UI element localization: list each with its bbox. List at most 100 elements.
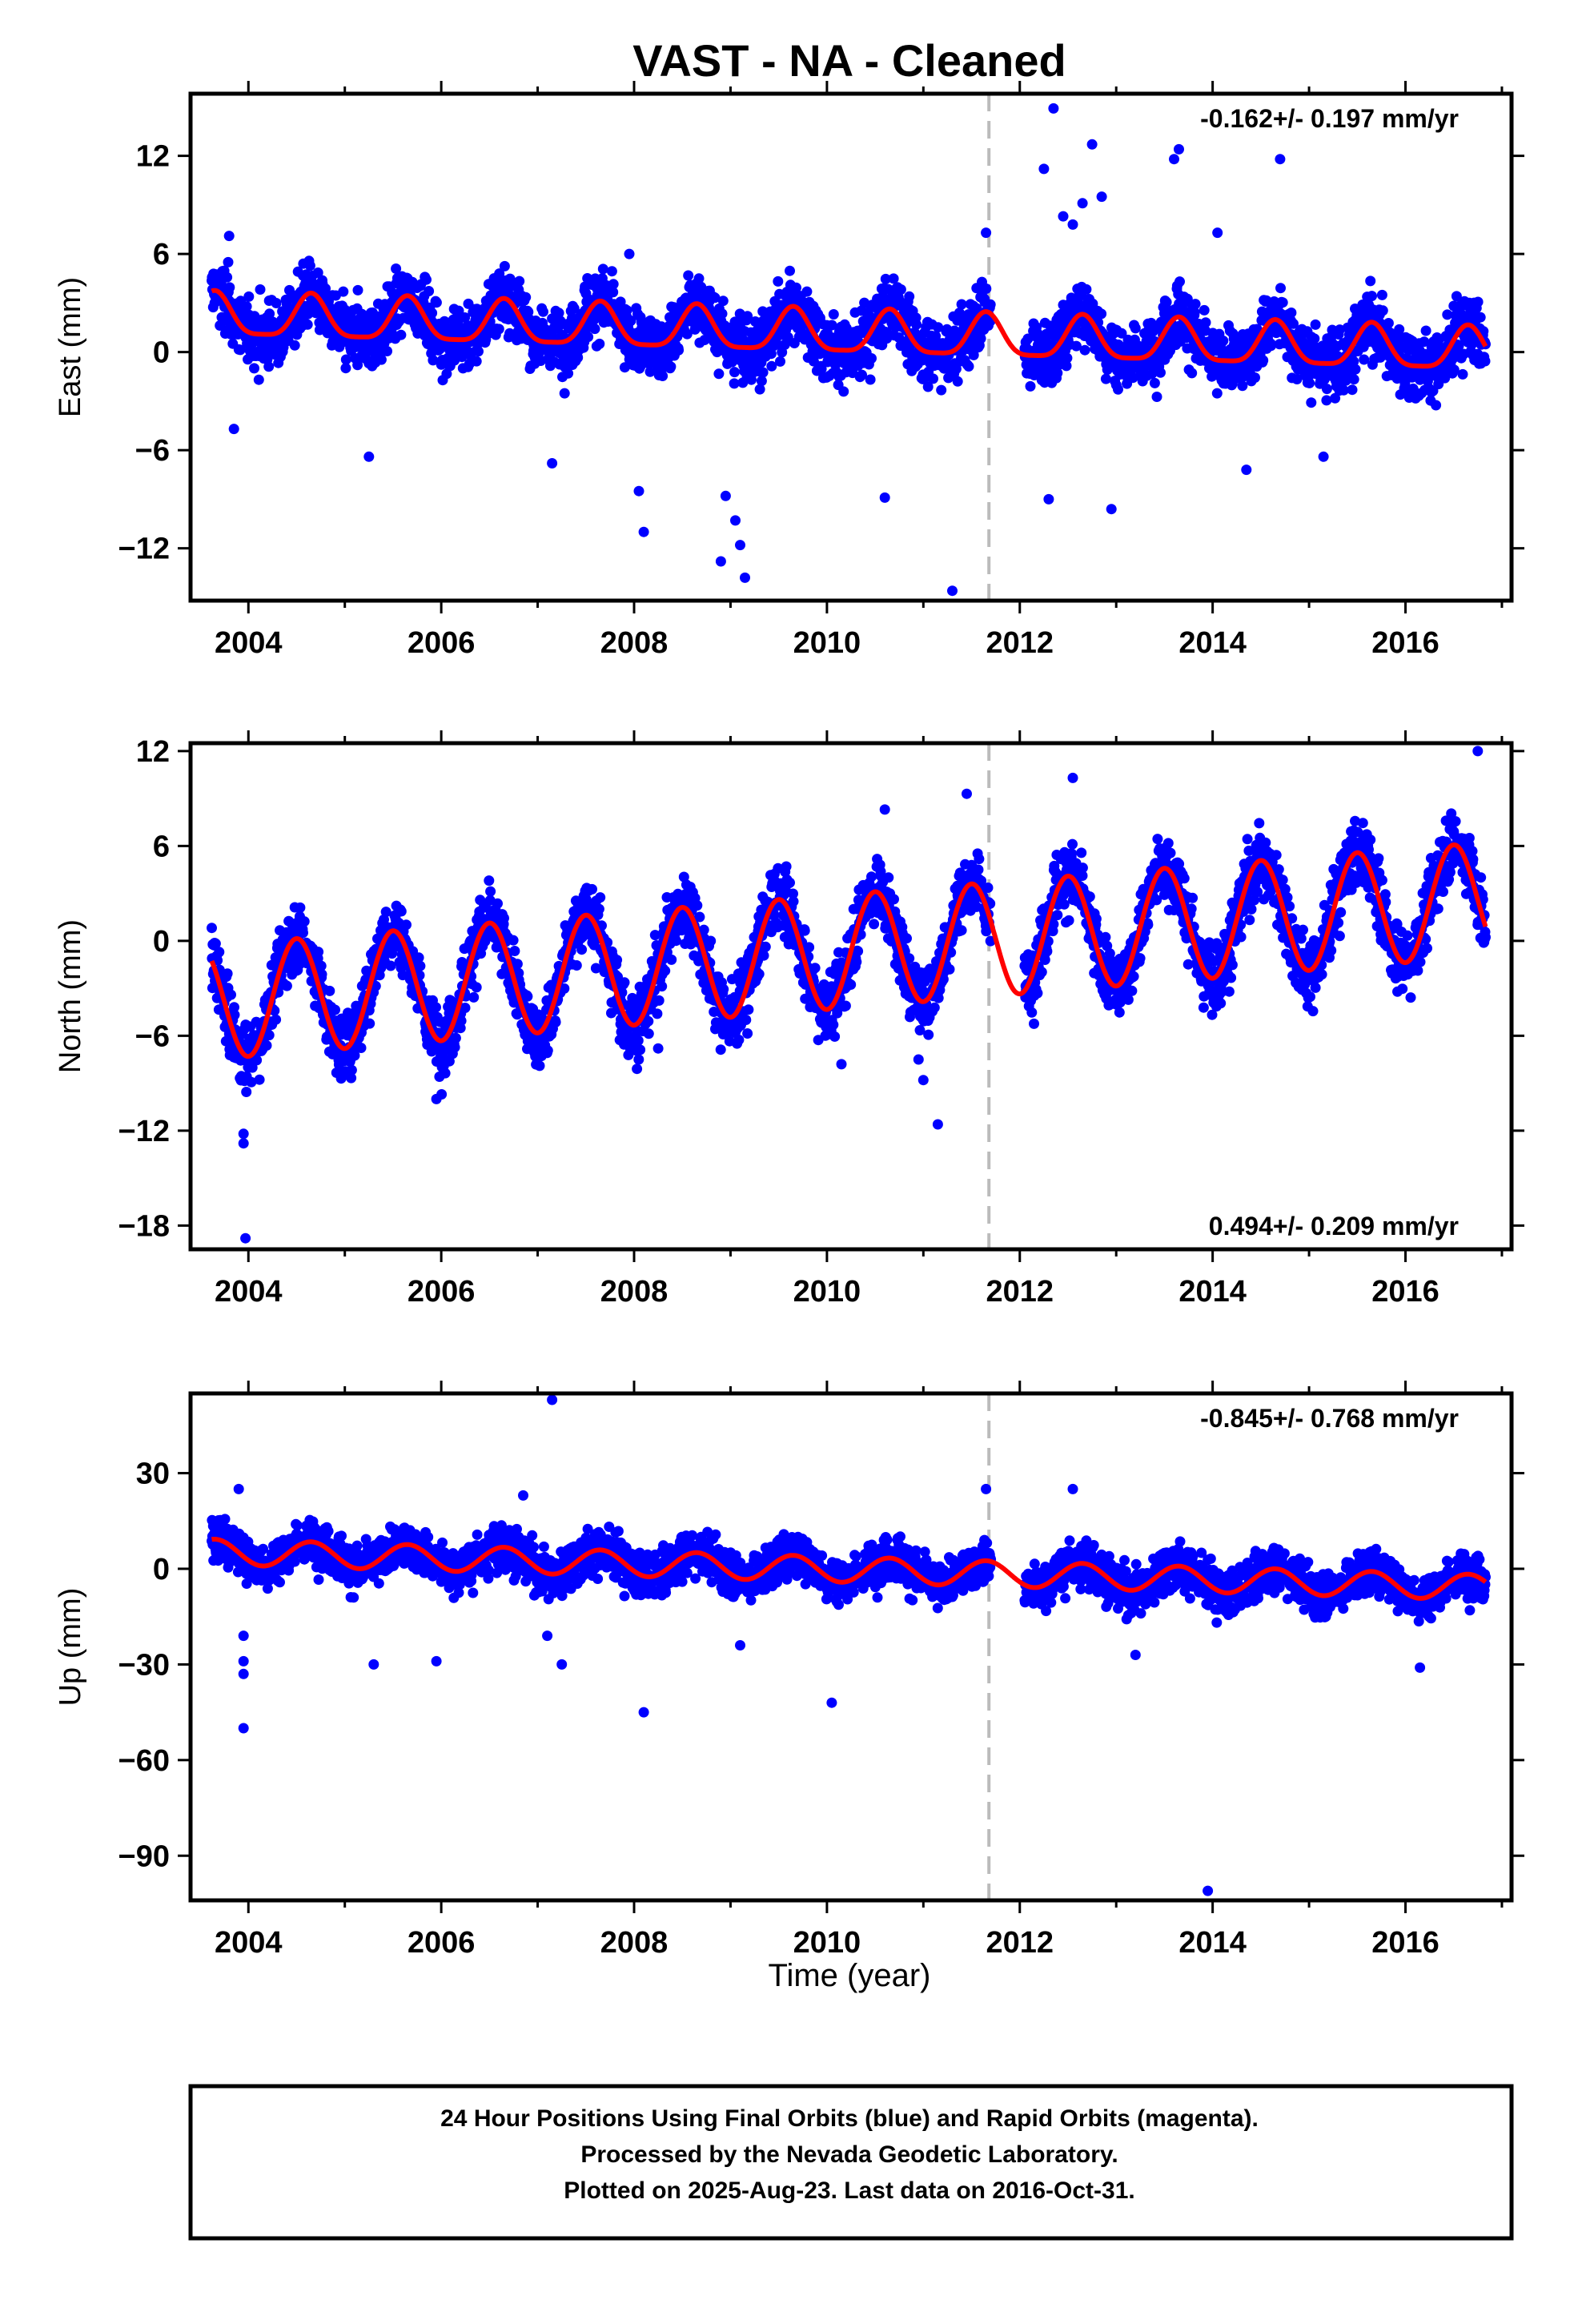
- data-point: [781, 861, 792, 872]
- outlier-point: [1318, 451, 1329, 462]
- data-point: [340, 363, 351, 374]
- data-point: [254, 1074, 265, 1085]
- data-point: [484, 875, 495, 887]
- data-point: [1151, 392, 1162, 402]
- outlier-point: [547, 458, 558, 468]
- data-point: [1306, 397, 1317, 408]
- x-tick-label: 2014: [1178, 626, 1247, 660]
- data-point: [621, 305, 632, 316]
- data-point: [1475, 312, 1486, 323]
- data-point: [473, 346, 484, 357]
- data-point: [799, 925, 810, 936]
- data-point: [431, 1002, 441, 1013]
- data-point: [766, 360, 777, 372]
- data-point: [571, 960, 582, 971]
- outlier-point: [947, 585, 958, 597]
- data-point: [375, 354, 387, 365]
- data-point: [809, 963, 821, 974]
- data-point: [625, 316, 636, 326]
- data-point: [729, 378, 740, 389]
- data-point: [660, 965, 671, 976]
- x-tick-label: 2006: [408, 626, 476, 660]
- data-point: [346, 1072, 357, 1084]
- data-point: [207, 923, 217, 934]
- data-point: [281, 980, 292, 991]
- y-tick-label: −6: [135, 434, 170, 468]
- x-tick-label: 2004: [215, 626, 283, 660]
- data-point: [1149, 377, 1160, 388]
- data-point: [568, 303, 580, 314]
- x-tick-label: 2016: [1371, 626, 1439, 660]
- data-point: [251, 1055, 263, 1066]
- data-point: [1451, 291, 1462, 302]
- data-point: [729, 367, 740, 378]
- outlier-point: [735, 540, 745, 551]
- data-point: [981, 283, 992, 294]
- data-point: [450, 1032, 461, 1043]
- data-point: [1189, 307, 1200, 318]
- data-point: [222, 968, 233, 979]
- data-point: [456, 1015, 467, 1027]
- data-point: [1182, 293, 1193, 304]
- data-point: [298, 927, 308, 939]
- outlier-point: [1241, 464, 1252, 476]
- data-point: [643, 1015, 654, 1027]
- data-point: [449, 1042, 460, 1053]
- data-point: [828, 309, 839, 320]
- data-point: [632, 1035, 644, 1046]
- data-point: [509, 946, 520, 956]
- data-point: [1199, 304, 1210, 316]
- data-point: [542, 1045, 553, 1056]
- outlier-point: [740, 572, 750, 583]
- data-point: [520, 292, 532, 303]
- data-point: [1096, 308, 1107, 320]
- data-point: [705, 935, 717, 947]
- data-point: [1394, 324, 1405, 335]
- data-point: [893, 332, 905, 343]
- data-point: [352, 284, 363, 296]
- data-point: [1250, 372, 1260, 383]
- data-point: [665, 361, 677, 372]
- data-point: [324, 985, 335, 996]
- data-point: [760, 941, 771, 952]
- data-point: [681, 328, 693, 340]
- data-point: [743, 1004, 754, 1015]
- data-point: [508, 935, 519, 946]
- data-point: [1309, 333, 1320, 344]
- data-point: [471, 982, 482, 993]
- data-point: [253, 374, 264, 385]
- data-point: [346, 1064, 357, 1076]
- data-point: [1457, 368, 1468, 380]
- chart-title: VAST - NA - Cleaned: [632, 35, 1066, 86]
- data-point: [263, 1030, 275, 1041]
- data-point: [255, 284, 266, 295]
- data-point: [775, 356, 785, 367]
- outlier-point: [1106, 504, 1117, 515]
- data-point: [1350, 364, 1361, 375]
- data-point: [431, 297, 442, 308]
- data-point: [1330, 392, 1341, 404]
- outlier-point: [633, 485, 644, 497]
- data-point: [933, 322, 944, 333]
- data-point: [243, 291, 255, 302]
- outlier-point: [1275, 154, 1286, 165]
- data-point: [299, 916, 310, 927]
- data-point: [559, 388, 570, 399]
- data-point: [1367, 291, 1377, 302]
- data-point: [1200, 317, 1211, 328]
- data-point: [597, 263, 608, 275]
- data-point: [1419, 336, 1430, 348]
- data-point: [1025, 380, 1036, 392]
- data-point: [594, 338, 605, 349]
- data-point: [1258, 355, 1269, 366]
- data-point: [226, 989, 236, 1000]
- data-point: [1340, 375, 1351, 386]
- data-point: [1431, 400, 1442, 411]
- outlier-point: [638, 526, 649, 537]
- data-point: [816, 364, 827, 375]
- y-tick-label: 12: [136, 140, 170, 174]
- data-point: [694, 911, 705, 923]
- data-point: [975, 333, 986, 344]
- data-point: [1348, 356, 1359, 367]
- data-point: [1365, 275, 1376, 287]
